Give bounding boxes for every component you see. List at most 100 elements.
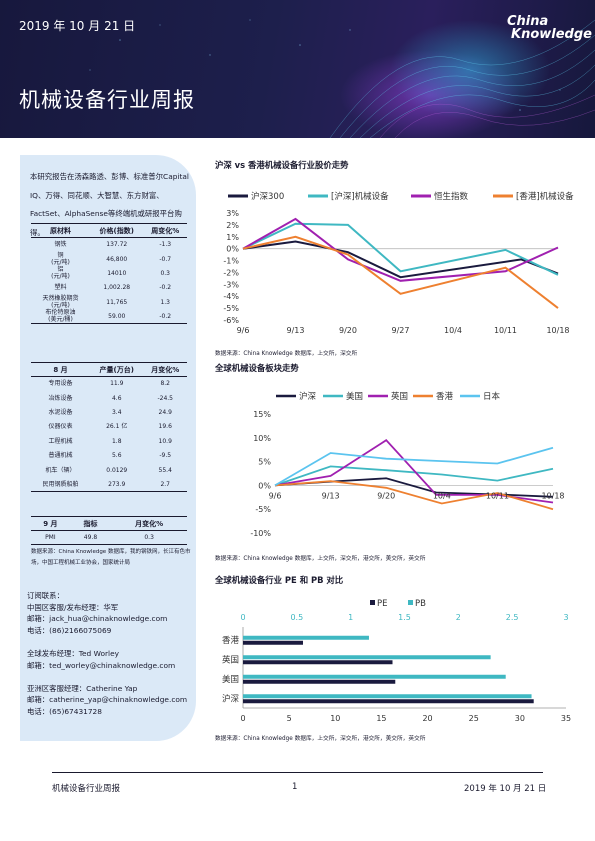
x-tick-label: 9/20 bbox=[339, 326, 357, 335]
y-tick-label: -2% bbox=[223, 268, 239, 277]
y-tick-label: 15% bbox=[253, 410, 271, 419]
table-cell: 19.6 bbox=[158, 423, 172, 431]
category-label: 英国 bbox=[222, 654, 239, 665]
y-tick-label: -4% bbox=[223, 292, 239, 301]
table-header-cell: 原材料 bbox=[31, 223, 91, 238]
table-row: 工程机械 1.8 10.9 bbox=[31, 434, 187, 448]
pb-tick-label: 0.5 bbox=[290, 613, 303, 622]
table-cell: 普通机械 bbox=[48, 452, 73, 460]
y-tick-label: -6% bbox=[223, 316, 239, 325]
pe-bar bbox=[243, 640, 303, 645]
y-tick-label: -5% bbox=[223, 304, 239, 313]
table-cell: -1.3 bbox=[159, 241, 172, 249]
x-tick-label: 10/11 bbox=[494, 326, 517, 335]
table-row: 仪器仪表 26.1 亿 19.6 bbox=[31, 420, 187, 434]
table-cell: 水泥设备 bbox=[48, 408, 73, 416]
legend-label: 香港 bbox=[436, 391, 454, 402]
footer-date: 2019 年 10 月 21 日 bbox=[464, 784, 547, 794]
series-line bbox=[274, 446, 554, 487]
table-cell: 137.72 bbox=[106, 241, 128, 249]
legend-label: PB bbox=[415, 599, 426, 609]
y-tick-label: -3% bbox=[223, 280, 239, 289]
x-tick-label: 9/6 bbox=[269, 491, 282, 500]
pb-tick-label: 0 bbox=[240, 613, 245, 622]
table-cell: PMI bbox=[31, 530, 70, 546]
china-knowledge-logo: China Knowledge bbox=[507, 15, 592, 41]
legend-label: 沪深 bbox=[299, 391, 317, 402]
table-cell: 钢铁 bbox=[54, 241, 67, 249]
table-cell: 民用钢质船舶 bbox=[31, 477, 91, 493]
y-tick-label: 5% bbox=[258, 458, 271, 467]
contact-line: 全球发布经理：Ted Worley bbox=[27, 648, 119, 658]
pb-bar bbox=[243, 655, 491, 660]
table-cell: 26.1 亿 bbox=[106, 423, 128, 431]
table-row: 布伦特原油 (美元/桶) 59.00 -0.2 bbox=[31, 309, 187, 325]
header-decoration bbox=[89, 19, 595, 138]
table-cell: 仪器仪表 bbox=[48, 423, 73, 431]
y-tick-label: 0% bbox=[226, 245, 239, 254]
table-header-cell: 价格(指数) bbox=[90, 223, 144, 238]
table-cell: 1.3 bbox=[160, 298, 170, 306]
global-sector-chart: 沪深 美国 英国 香港 日本 15% 10% 5% 0% -5% -10% 9/6 9/13 9/20 10… bbox=[250, 391, 564, 538]
table-cell: 4.6 bbox=[111, 394, 122, 402]
contact-line: 订阅联系： bbox=[27, 591, 64, 600]
contact-block: 订阅联系： 中国区客服/发布经理：华军邮箱：jack_hua@chinaknowl… bbox=[27, 590, 197, 718]
table-cell: 5.6 bbox=[111, 452, 122, 460]
table-row: 民用钢质船舶 273.9 2.7 bbox=[31, 477, 187, 493]
x-tick-label: 9/27 bbox=[392, 326, 410, 335]
y-tick-label: -1% bbox=[223, 257, 239, 266]
table-cell: 布伦特原油 (美元/桶) bbox=[31, 309, 91, 325]
table-cell: 46,800 bbox=[106, 255, 128, 263]
logo-line-2: Knowledge bbox=[511, 27, 592, 42]
table-cell: 冶炼设备 bbox=[48, 394, 73, 402]
pb-tick-label: 3 bbox=[563, 613, 568, 622]
x-tick-label: 10/4 bbox=[433, 491, 451, 500]
table-row: 塑料 1,002.28 -0.2 bbox=[31, 281, 187, 295]
x-tick-label: 10/18 bbox=[541, 491, 564, 500]
table-row: 冶炼设备 4.6 -24.5 bbox=[31, 391, 187, 405]
legend-label: 沪深300 bbox=[251, 191, 284, 202]
pmi-table: 9 月指标 月变化% PMI 49.8 0.3 bbox=[31, 516, 187, 546]
table-header-cell: 指标 bbox=[69, 516, 112, 531]
x-tick-label: 9/13 bbox=[322, 491, 340, 500]
table-cell: 专用设备 bbox=[48, 380, 73, 388]
pb-bar bbox=[243, 674, 506, 679]
y-tick-label: 1% bbox=[226, 233, 239, 242]
pe-tick-label: 10 bbox=[330, 714, 340, 723]
table-cell: 8.2 bbox=[160, 380, 170, 388]
table-cell: 11,765 bbox=[106, 298, 128, 306]
stock-trend-chart: 沪深300 [沪深]机械设备 恒生指数 [香港]机械设备 3% 2% 1% 0% -1% -2% -… bbox=[223, 191, 574, 335]
table-cell: 3.4 bbox=[111, 408, 122, 416]
series-line bbox=[242, 217, 559, 282]
table-cell: 工程机械 bbox=[48, 437, 73, 445]
production-table: 8 月产量(万台) 月变化% 专用设备 11.9 8.2 冶炼设备 4.6 -24.5 水泥设备… bbox=[31, 362, 187, 493]
table-cell: -0.2 bbox=[143, 309, 187, 325]
contact-line bbox=[27, 636, 197, 648]
contact-line: 亚洲区客服经理：Catherine Yap bbox=[27, 683, 138, 693]
table-cell: 273.9 bbox=[90, 477, 144, 493]
x-tick-label: 10/4 bbox=[444, 326, 462, 335]
y-tick-label: 10% bbox=[253, 434, 271, 443]
contact-line: 中国区客服/发布经理：华军 bbox=[27, 602, 119, 612]
chart3-source: 数据来源：China Knowledge 数据库，上交所，深交所，港交所，美交所… bbox=[215, 736, 426, 742]
table-cell: 1,002.28 bbox=[103, 284, 131, 292]
table-row: 钢铁 137.72 -1.3 bbox=[31, 238, 187, 252]
page-number: 1 bbox=[292, 782, 298, 792]
table-cell: 铜 (元/吨) bbox=[51, 252, 70, 267]
chart1-title: 沪深 vs 香港机械设备行业股价走势 bbox=[215, 160, 349, 170]
pe-tick-label: 20 bbox=[422, 714, 432, 723]
contact-line: 邮箱：jack_hua@chinaknowledge.com bbox=[27, 614, 168, 624]
series-line bbox=[274, 465, 554, 487]
series-line bbox=[242, 235, 559, 309]
table-row: 铜 (元/吨) 46,800 -0.7 bbox=[31, 252, 187, 266]
table-header-cell: 8 月 bbox=[31, 362, 91, 377]
legend-label: 美国 bbox=[346, 391, 363, 402]
legend-label: PE bbox=[377, 599, 388, 609]
table-cell: 塑料 bbox=[54, 284, 67, 292]
legend-label: [沪深]机械设备 bbox=[331, 191, 389, 202]
category-label: 沪深 bbox=[222, 693, 240, 704]
logo-line-1: China bbox=[507, 14, 549, 29]
table-cell: 59.00 bbox=[90, 309, 144, 325]
pe-bar bbox=[243, 699, 534, 704]
report-header: 2019 年 10 月 21 日 机械设备行业周报 China Knowledg… bbox=[0, 0, 595, 138]
